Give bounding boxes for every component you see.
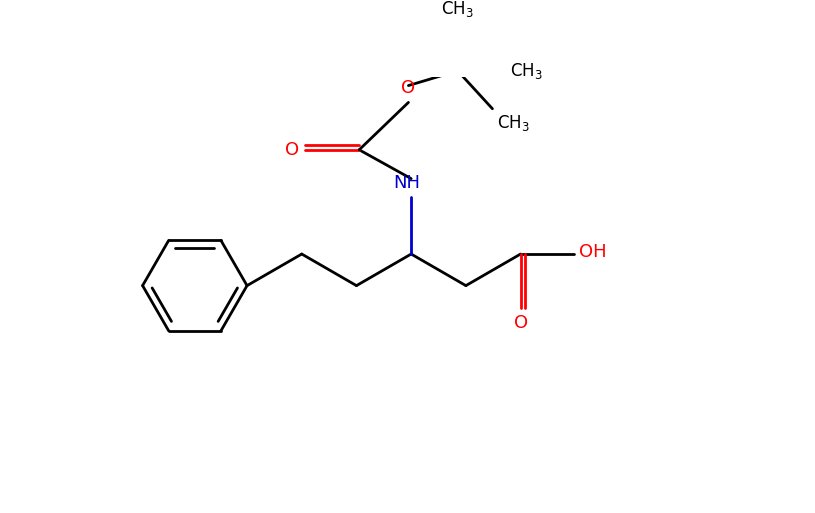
Text: O: O [513,313,527,331]
Text: CH$_3$: CH$_3$ [496,113,530,133]
Text: OH: OH [579,243,606,261]
Text: O: O [285,141,300,159]
Text: NH: NH [394,174,421,192]
Text: O: O [400,78,415,96]
Text: CH$_3$: CH$_3$ [441,0,474,19]
Text: CH$_3$: CH$_3$ [510,61,543,81]
